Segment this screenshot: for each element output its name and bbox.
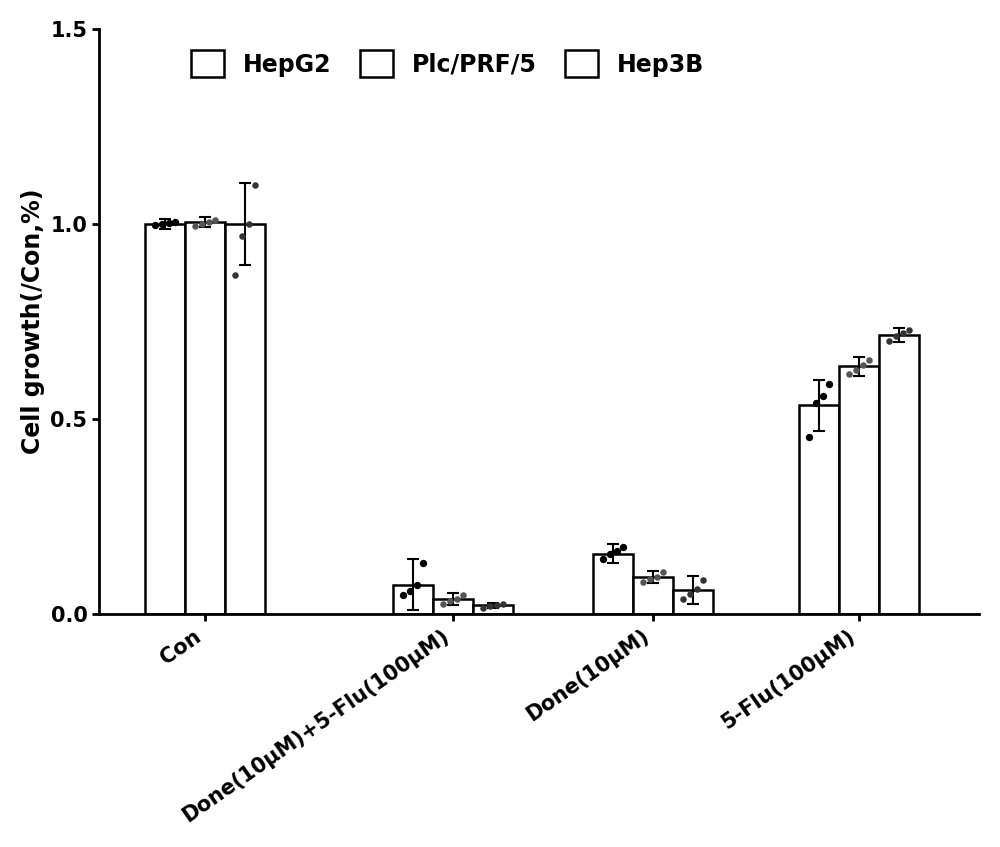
Point	[615, 540, 631, 554]
Bar	[433, 599, 473, 614]
Bar	[185, 222, 225, 614]
Point	[635, 575, 651, 589]
Point	[808, 396, 824, 410]
Point	[194, 217, 210, 230]
Point	[435, 597, 451, 611]
Point	[609, 544, 625, 557]
Point	[147, 219, 163, 232]
Point	[495, 597, 511, 611]
Bar	[839, 366, 879, 614]
Point	[649, 570, 665, 584]
Point	[895, 326, 911, 340]
Point	[861, 354, 877, 368]
Point	[241, 217, 257, 230]
Point	[167, 216, 183, 230]
Point	[815, 389, 831, 402]
Point	[395, 589, 411, 602]
Point	[675, 592, 691, 606]
Bar	[673, 590, 713, 614]
Point	[442, 595, 458, 608]
Bar	[593, 554, 633, 614]
Point	[207, 213, 223, 227]
Point	[695, 573, 711, 586]
Point	[901, 324, 917, 337]
Point	[247, 178, 263, 191]
Bar	[633, 577, 673, 614]
Point	[409, 578, 425, 591]
Point	[234, 229, 250, 242]
Y-axis label: Cell growth(/Con,%): Cell growth(/Con,%)	[21, 189, 45, 454]
Point	[821, 377, 837, 390]
Bar	[799, 406, 839, 614]
Legend: HepG2, Plc/PRF/5, Hep3B: HepG2, Plc/PRF/5, Hep3B	[181, 41, 713, 86]
Point	[227, 268, 243, 281]
Point	[415, 556, 431, 570]
Point	[201, 215, 217, 229]
Point	[801, 429, 817, 443]
Bar	[145, 224, 185, 614]
Point	[187, 219, 203, 233]
Point	[402, 584, 418, 597]
Point	[888, 329, 904, 343]
Bar	[225, 224, 265, 614]
Point	[689, 582, 705, 595]
Point	[595, 553, 611, 567]
Point	[161, 216, 177, 230]
Point	[642, 573, 658, 586]
Bar	[473, 606, 513, 614]
Point	[848, 363, 864, 377]
Bar	[879, 335, 919, 614]
Point	[655, 565, 671, 579]
Point	[449, 592, 465, 606]
Bar	[393, 584, 433, 614]
Point	[881, 335, 897, 348]
Point	[682, 587, 698, 601]
Point	[482, 600, 498, 613]
Point	[602, 547, 618, 561]
Point	[475, 601, 491, 615]
Point	[855, 358, 871, 372]
Point	[489, 598, 505, 612]
Point	[841, 368, 857, 381]
Point	[154, 217, 170, 230]
Point	[455, 588, 471, 601]
